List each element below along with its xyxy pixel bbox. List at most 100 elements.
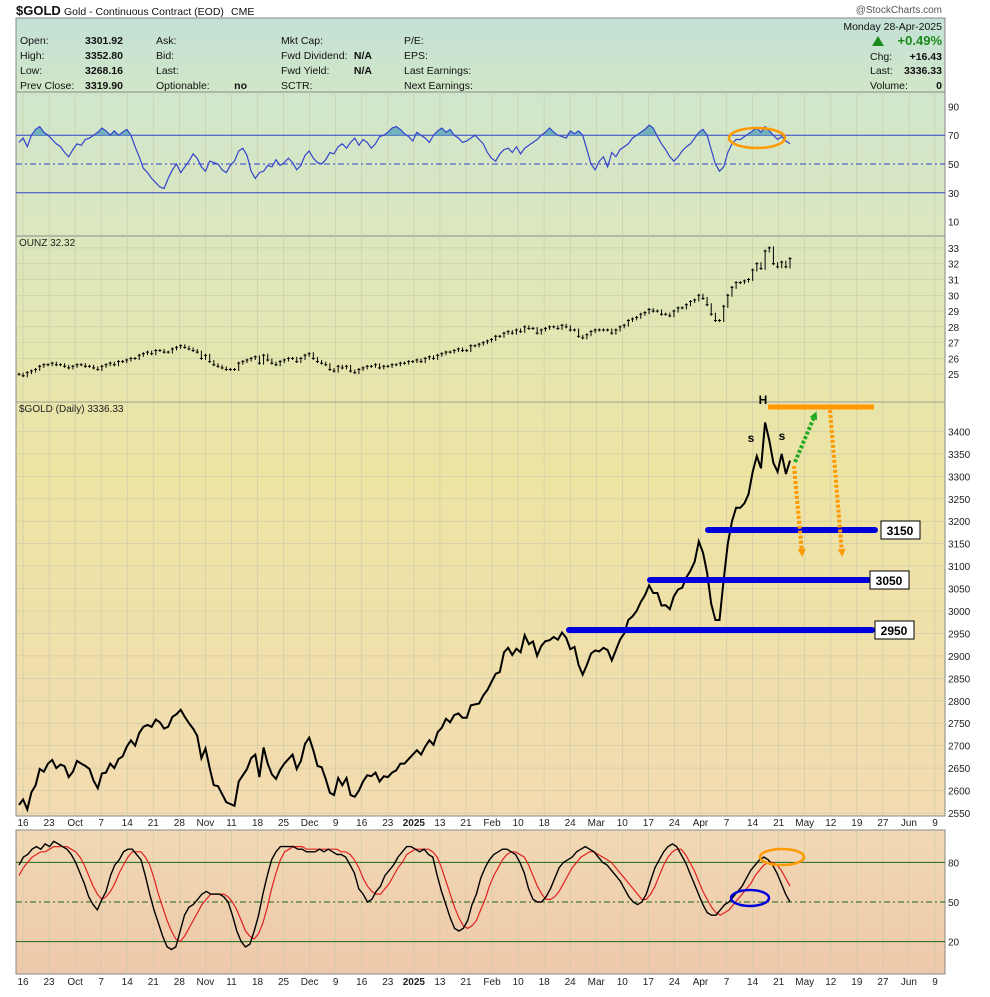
exchange: CME — [231, 6, 254, 18]
x-tick-label: 24 — [669, 977, 681, 988]
last2-label: Last: — [156, 65, 179, 77]
x-tick-label: 10 — [617, 818, 629, 829]
price-y-tick: 3050 — [948, 585, 971, 596]
last-earnings-label: Last Earnings: — [404, 65, 471, 77]
fwd-yield-value: N/A — [354, 65, 373, 77]
breakout-arrow — [793, 411, 818, 463]
support-label-box-3150 — [880, 520, 921, 540]
last-label: Last: — [870, 65, 893, 77]
support-label-3050: 3050 — [876, 574, 903, 588]
x-tick-label: 23 — [43, 977, 55, 988]
symbol: $GOLD — [16, 3, 61, 18]
x-tick-label: Oct — [67, 977, 83, 988]
low-label: Low: — [20, 65, 42, 77]
eps-label: EPS: — [404, 50, 428, 62]
high-value: 3352.80 — [85, 50, 123, 62]
ounz-y-tick: 26 — [948, 354, 960, 365]
x-tick-label: 9 — [932, 818, 938, 829]
last-value: 3336.33 — [904, 65, 942, 77]
x-tick-label: Jun — [901, 977, 917, 988]
x-tick-label: 14 — [747, 818, 759, 829]
instrument-name: Gold - Continuous Contract (EOD) — [64, 6, 224, 18]
next-earnings-label: Next Earnings: — [404, 80, 473, 92]
header: $GOLD Gold - Continuous Contract (EOD) C… — [16, 3, 942, 92]
x-tick-label: 21 — [460, 818, 472, 829]
x-tick-label: 23 — [43, 818, 55, 829]
rsi-line — [18, 124, 791, 190]
ounz-y-tick: 29 — [948, 307, 960, 318]
support-label-box-3050 — [869, 570, 910, 590]
mktcap-label: Mkt Cap: — [281, 35, 323, 47]
x-tick-label: 10 — [513, 818, 525, 829]
x-tick-label: 16 — [17, 977, 29, 988]
x-tick-label: 25 — [278, 977, 290, 988]
price-y-tick: 2900 — [948, 652, 971, 663]
price-y-tick: 3350 — [948, 450, 971, 461]
x-tick-label: 14 — [122, 818, 134, 829]
downside-arrow-2 — [828, 409, 846, 557]
x-tick-label: 19 — [851, 977, 863, 988]
prev-close-label: Prev Close: — [20, 80, 74, 92]
x-tick-label: 10 — [513, 977, 525, 988]
price-y-tick: 3300 — [948, 472, 971, 483]
rsi-indicator — [16, 124, 945, 194]
open-label: Open: — [20, 35, 49, 47]
optionable-label: Optionable: — [156, 80, 210, 92]
fwd-dividend-label: Fwd Dividend: — [281, 50, 348, 62]
stoch-y-tick: 50 — [948, 898, 960, 909]
sctr-label: SCTR: — [281, 80, 313, 92]
x-tick-label: 27 — [877, 977, 889, 988]
x-tick-label: Feb — [483, 818, 501, 829]
x-tick-label: 21 — [148, 818, 160, 829]
stoch-fast-line — [18, 840, 791, 951]
ounz-y-tick: 33 — [948, 244, 960, 255]
fwd-dividend-value: N/A — [354, 50, 373, 62]
x-tick-label: 24 — [669, 818, 681, 829]
stoch-low-circle — [729, 888, 771, 908]
quote-date: Monday 28-Apr-2025 — [843, 21, 942, 33]
x-tick-label: Mar — [588, 818, 606, 829]
grid — [16, 92, 945, 974]
price-y-tick: 2750 — [948, 719, 971, 730]
ounz-y-tick: 27 — [948, 339, 960, 350]
price-y-tick: 3150 — [948, 540, 971, 551]
pe-label: P/E: — [404, 35, 424, 47]
x-tick-label: 7 — [724, 977, 730, 988]
x-tick-label: 17 — [643, 818, 655, 829]
x-tick-label: 27 — [877, 818, 889, 829]
x-tick-label: 25 — [278, 818, 290, 829]
stoch-slow-line — [18, 846, 791, 943]
volume-label: Volume: — [870, 80, 908, 92]
x-tick-label: 2025 — [403, 818, 426, 829]
ounz-y-tick: 30 — [948, 291, 960, 302]
x-tick-label: 24 — [565, 818, 577, 829]
downside-arrow-1 — [792, 465, 806, 557]
x-tick-label: Apr — [693, 818, 709, 829]
chg-label: Chg: — [870, 51, 892, 63]
price-panel — [15, 235, 946, 817]
x-tick-label: 19 — [851, 818, 863, 829]
bid-label: Bid: — [156, 50, 174, 62]
x-tick-label: 9 — [333, 977, 339, 988]
stoch-highlight-circle — [758, 847, 806, 867]
header-panel — [15, 17, 946, 93]
gold-title: $GOLD (Daily) 3336.33 — [19, 404, 124, 415]
stoch-y-tick: 80 — [948, 858, 960, 869]
gold-price-series — [18, 422, 791, 813]
x-tick-label: 16 — [17, 818, 29, 829]
volume-value: 0 — [936, 80, 942, 92]
x-tick-label: 7 — [98, 977, 104, 988]
x-tick-label: 18 — [539, 977, 551, 988]
rsi-y-tick: 10 — [948, 218, 960, 229]
x-tick-label: Feb — [483, 977, 501, 988]
change-pct: +0.49% — [898, 33, 943, 48]
ounz-title: OUNZ 32.32 — [19, 238, 76, 249]
x-tick-label: May — [795, 818, 814, 829]
x-tick-label: 18 — [252, 977, 264, 988]
x-tick-label: 16 — [356, 818, 368, 829]
x-tick-label: 21 — [148, 977, 160, 988]
x-tick-label: 24 — [565, 977, 577, 988]
x-tick-label: 2025 — [403, 977, 426, 988]
price-y-tick: 3200 — [948, 517, 971, 528]
